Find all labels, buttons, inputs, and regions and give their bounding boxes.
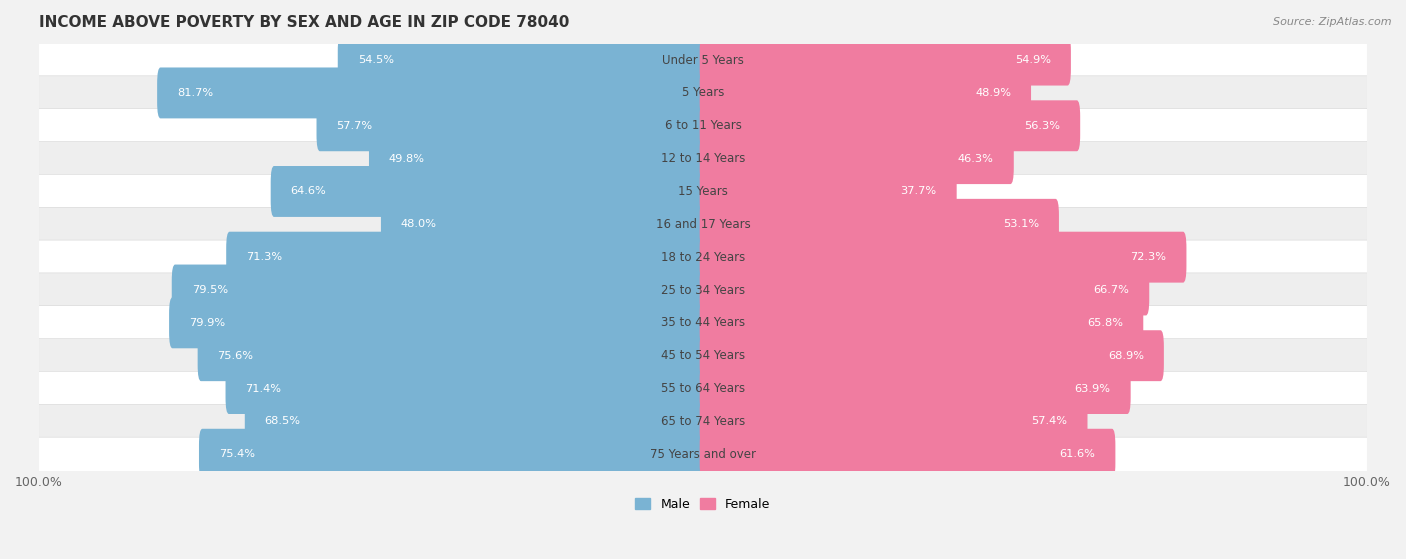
- FancyBboxPatch shape: [198, 330, 706, 381]
- Text: 79.9%: 79.9%: [188, 318, 225, 328]
- Text: 5 Years: 5 Years: [682, 87, 724, 100]
- Text: 61.6%: 61.6%: [1060, 449, 1095, 459]
- FancyBboxPatch shape: [172, 264, 706, 315]
- FancyBboxPatch shape: [700, 264, 1149, 315]
- FancyBboxPatch shape: [700, 429, 1115, 480]
- FancyBboxPatch shape: [39, 141, 1367, 176]
- FancyBboxPatch shape: [316, 100, 706, 151]
- Text: 72.3%: 72.3%: [1130, 252, 1167, 262]
- Text: 65 to 74 Years: 65 to 74 Years: [661, 415, 745, 428]
- FancyBboxPatch shape: [39, 240, 1367, 274]
- FancyBboxPatch shape: [39, 437, 1367, 471]
- FancyBboxPatch shape: [157, 68, 706, 119]
- Text: 18 to 24 Years: 18 to 24 Years: [661, 250, 745, 264]
- Text: Source: ZipAtlas.com: Source: ZipAtlas.com: [1274, 17, 1392, 27]
- FancyBboxPatch shape: [700, 199, 1059, 250]
- Text: 57.4%: 57.4%: [1032, 416, 1067, 427]
- Text: 54.9%: 54.9%: [1015, 55, 1050, 65]
- FancyBboxPatch shape: [39, 43, 1367, 77]
- Text: 49.8%: 49.8%: [389, 154, 425, 164]
- FancyBboxPatch shape: [200, 429, 706, 480]
- FancyBboxPatch shape: [39, 207, 1367, 241]
- FancyBboxPatch shape: [245, 396, 706, 447]
- Text: 64.6%: 64.6%: [291, 187, 326, 196]
- FancyBboxPatch shape: [700, 330, 1164, 381]
- Text: 48.0%: 48.0%: [401, 219, 437, 229]
- Text: 81.7%: 81.7%: [177, 88, 214, 98]
- Text: 57.7%: 57.7%: [336, 121, 373, 131]
- Text: 71.3%: 71.3%: [246, 252, 283, 262]
- Text: 45 to 54 Years: 45 to 54 Years: [661, 349, 745, 362]
- FancyBboxPatch shape: [700, 297, 1143, 348]
- FancyBboxPatch shape: [700, 396, 1087, 447]
- FancyBboxPatch shape: [381, 199, 706, 250]
- Text: 66.7%: 66.7%: [1094, 285, 1129, 295]
- Text: 75.4%: 75.4%: [219, 449, 254, 459]
- Text: 55 to 64 Years: 55 to 64 Years: [661, 382, 745, 395]
- FancyBboxPatch shape: [225, 363, 706, 414]
- FancyBboxPatch shape: [337, 35, 706, 86]
- FancyBboxPatch shape: [700, 231, 1187, 283]
- FancyBboxPatch shape: [39, 108, 1367, 143]
- FancyBboxPatch shape: [169, 297, 706, 348]
- Legend: Male, Female: Male, Female: [630, 492, 776, 515]
- FancyBboxPatch shape: [39, 306, 1367, 340]
- FancyBboxPatch shape: [226, 231, 706, 283]
- Text: 16 and 17 Years: 16 and 17 Years: [655, 218, 751, 231]
- FancyBboxPatch shape: [700, 68, 1031, 119]
- Text: 15 Years: 15 Years: [678, 185, 728, 198]
- Text: 75.6%: 75.6%: [218, 350, 253, 361]
- Text: 12 to 14 Years: 12 to 14 Years: [661, 152, 745, 165]
- FancyBboxPatch shape: [39, 339, 1367, 373]
- FancyBboxPatch shape: [39, 76, 1367, 110]
- FancyBboxPatch shape: [700, 166, 956, 217]
- Text: 48.9%: 48.9%: [976, 88, 1011, 98]
- Text: 53.1%: 53.1%: [1002, 219, 1039, 229]
- FancyBboxPatch shape: [700, 100, 1080, 151]
- FancyBboxPatch shape: [39, 273, 1367, 307]
- FancyBboxPatch shape: [368, 133, 706, 184]
- Text: 35 to 44 Years: 35 to 44 Years: [661, 316, 745, 329]
- Text: 68.5%: 68.5%: [264, 416, 301, 427]
- Text: 71.4%: 71.4%: [246, 383, 281, 394]
- Text: INCOME ABOVE POVERTY BY SEX AND AGE IN ZIP CODE 78040: INCOME ABOVE POVERTY BY SEX AND AGE IN Z…: [39, 15, 569, 30]
- FancyBboxPatch shape: [700, 363, 1130, 414]
- FancyBboxPatch shape: [271, 166, 706, 217]
- FancyBboxPatch shape: [700, 35, 1071, 86]
- FancyBboxPatch shape: [39, 174, 1367, 209]
- Text: 79.5%: 79.5%: [191, 285, 228, 295]
- FancyBboxPatch shape: [39, 404, 1367, 438]
- Text: 56.3%: 56.3%: [1024, 121, 1060, 131]
- Text: 54.5%: 54.5%: [357, 55, 394, 65]
- Text: 46.3%: 46.3%: [957, 154, 994, 164]
- Text: Under 5 Years: Under 5 Years: [662, 54, 744, 67]
- Text: 75 Years and over: 75 Years and over: [650, 448, 756, 461]
- FancyBboxPatch shape: [700, 133, 1014, 184]
- Text: 65.8%: 65.8%: [1087, 318, 1123, 328]
- Text: 6 to 11 Years: 6 to 11 Years: [665, 119, 741, 132]
- Text: 63.9%: 63.9%: [1074, 383, 1111, 394]
- Text: 25 to 34 Years: 25 to 34 Years: [661, 283, 745, 296]
- Text: 68.9%: 68.9%: [1108, 350, 1144, 361]
- Text: 37.7%: 37.7%: [901, 187, 936, 196]
- FancyBboxPatch shape: [39, 372, 1367, 406]
